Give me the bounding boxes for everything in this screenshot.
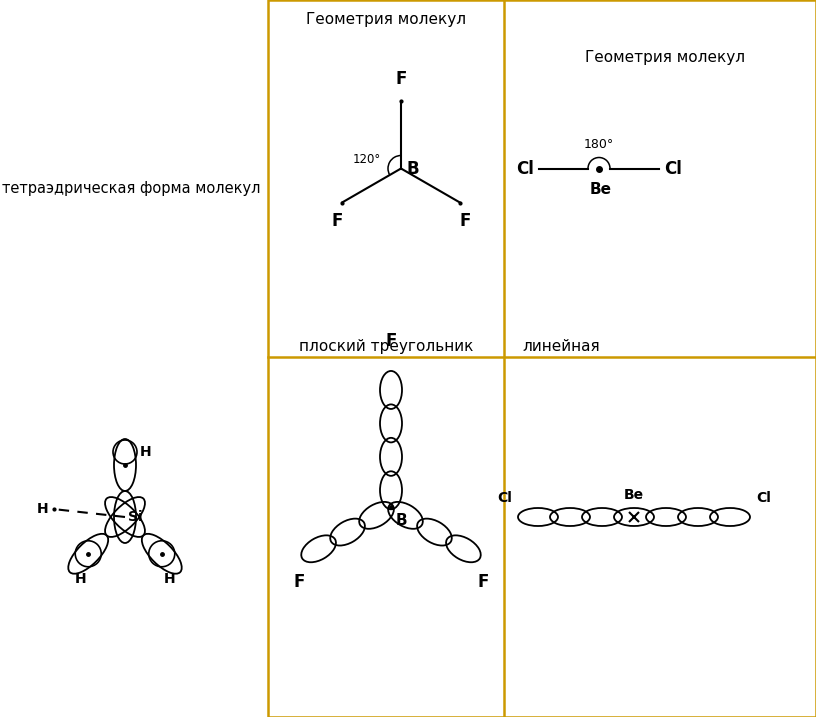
Text: F: F: [459, 212, 471, 230]
Text: F: F: [477, 573, 489, 591]
Text: Геометрия молекул: Геометрия молекул: [306, 12, 466, 27]
Text: Геометрия молекул: Геометрия молекул: [585, 50, 745, 65]
Bar: [268, 0, 816, 717]
Text: F: F: [395, 70, 406, 88]
Text: Si: Si: [128, 510, 143, 524]
Text: Cl: Cl: [664, 159, 682, 178]
Text: тетраэдрическая форма молекул: тетраэдрическая форма молекул: [2, 181, 260, 196]
Text: Cl: Cl: [497, 491, 512, 505]
Text: Be: Be: [624, 488, 644, 502]
Text: H: H: [140, 445, 152, 459]
Text: B: B: [406, 159, 419, 178]
Text: F: F: [385, 332, 397, 350]
Text: Be: Be: [590, 183, 612, 197]
Text: H: H: [74, 571, 86, 586]
Text: плоский треугольник: плоский треугольник: [299, 339, 473, 354]
Text: F: F: [331, 212, 343, 230]
Text: 120°: 120°: [353, 153, 381, 166]
Text: 180°: 180°: [584, 138, 614, 151]
Text: F: F: [294, 573, 305, 591]
Text: H: H: [164, 571, 175, 586]
Text: H: H: [37, 502, 48, 516]
Text: Cl: Cl: [756, 491, 771, 505]
Text: Cl: Cl: [517, 159, 534, 178]
Text: B: B: [396, 513, 408, 528]
Text: линейная: линейная: [522, 339, 600, 354]
